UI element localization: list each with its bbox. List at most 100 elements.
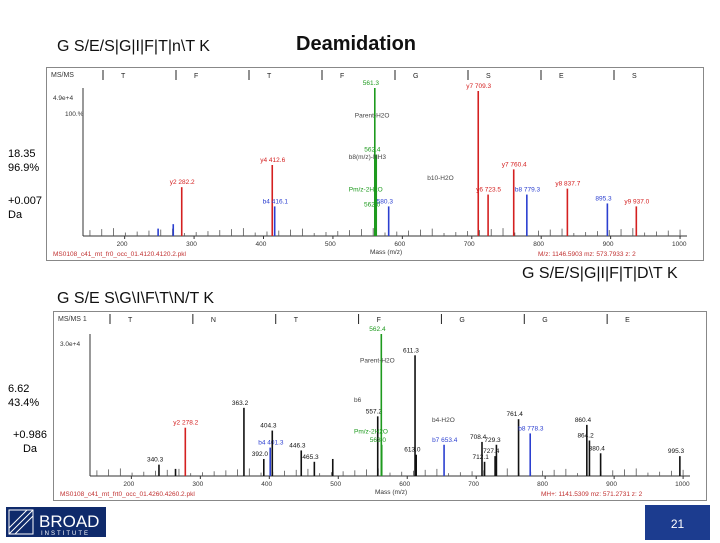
peak-label: 562.4 (364, 147, 381, 154)
logo-text: BROAD (39, 512, 99, 531)
header-residue-label: T (128, 317, 133, 324)
bottom-percent: 43.4% (8, 397, 40, 409)
x-tick-label: 300 (186, 241, 197, 248)
header-strip (54, 312, 706, 322)
filename-label: MS0108_c41_mt_frt0_occ_01.4260.4260.2.pk… (60, 491, 195, 498)
header-residue-label: F (340, 73, 344, 80)
header-residue-label: E (625, 317, 630, 324)
x-tick-label: 200 (123, 481, 134, 488)
peak-label: 995.3 (668, 448, 685, 455)
top-spectrum-panel: MS/MS T F T F G S E S 4.9e+4 100.% 200 300 400 500 600 7… (46, 67, 704, 261)
peak-label: 895.3 (595, 195, 612, 202)
peak-label: b4 416.1 (263, 198, 289, 205)
header-left-label: MS/MS (51, 72, 74, 79)
peak-label: 363.2 (232, 400, 249, 407)
header-residue-label: S (632, 73, 637, 80)
header-residue-label: F (377, 317, 381, 324)
peak-label: y2 278.2 (173, 420, 198, 427)
logo-subtext: INSTITUTE (41, 531, 90, 537)
peak-label: 729.3 (484, 437, 501, 444)
broad-logo-icon: BROAD INSTITUTE (8, 509, 99, 537)
header-residue-label: T (294, 317, 299, 324)
x-tick-label: 400 (256, 241, 267, 248)
x-tick-label: 600 (394, 241, 405, 248)
x-tick-label: 800 (533, 241, 544, 248)
header-residue-label: E (559, 73, 564, 80)
peak-label: 761.4 (507, 411, 524, 418)
peak-label: 580.3 (377, 198, 394, 205)
peak-label: y2 282.2 (170, 179, 195, 186)
intensity-percent-label: 100.% (65, 111, 84, 118)
top-unit: Da (8, 209, 23, 221)
peak-label: 880.4 (589, 445, 606, 452)
peak-label: 557.2 (366, 408, 383, 415)
peak-label: 708.4 (470, 434, 487, 441)
header-left-label: MS/MS 1 (58, 316, 87, 323)
top-stats: 18.35 96.9% (8, 147, 39, 175)
peak-label: y6 723.5 (476, 187, 501, 194)
slide-title: Deamidation (296, 33, 417, 55)
x-tick-label: 1000 (672, 241, 687, 248)
peak-label: b8 779.3 (515, 187, 541, 194)
peak-label: 562.4 (369, 326, 386, 333)
annotation-label: b6 (354, 397, 362, 404)
bottom-spectrum-chart: MS/MS 1 T N T F G G E 3.0e+4 200 300 400 500 600 700 80… (54, 312, 706, 498)
top-spectrum-chart: MS/MS T F T F G S E S 4.9e+4 100.% 200 300 400 500 600 7… (47, 68, 703, 258)
x-tick-label: 900 (606, 481, 617, 488)
header-residue-label: G (413, 73, 418, 80)
annotation-label: b10-H2O (427, 175, 453, 182)
top-score: 18.35 (8, 148, 36, 160)
peak-label: y7 760.4 (502, 161, 527, 168)
x-tick-label: 800 (537, 481, 548, 488)
header-residue-label: F (194, 73, 198, 80)
bottom-sequence-label-left: G S/E S\G\I\F\T\N/T K (57, 290, 215, 307)
peak-label: 727.4 (483, 448, 500, 455)
peak-label: 613.0 (404, 447, 421, 454)
peak-label: 465.3 (302, 454, 319, 461)
peak-label: 446.3 (289, 442, 306, 449)
bottom-sequence-label-right: G S/E/S|G|I|F|T|D\T K (522, 265, 678, 282)
x-tick-label: 1000 (675, 481, 690, 488)
x-axis-label: Mass (m/z) (375, 489, 407, 496)
peak-label: y8 837.7 (555, 181, 580, 188)
peak-label: y9 937.0 (624, 198, 649, 205)
header-residue-label: G (542, 317, 547, 324)
top-sequence-label: G S/E/S|G|I|F|T|n\T K (57, 38, 210, 55)
peak-label: b7 653.4 (432, 437, 458, 444)
x-tick-label: 700 (468, 481, 479, 488)
peak-label: b8 778.3 (518, 425, 544, 432)
intensity-label: 3.0e+4 (60, 341, 80, 348)
intensity-label: 4.9e+4 (53, 95, 73, 102)
peak-label: y4 412.6 (260, 157, 285, 164)
header-strip (47, 68, 703, 78)
x-tick-label: 700 (464, 241, 475, 248)
top-percent: 96.9% (8, 162, 40, 174)
broad-logo: BROAD INSTITUTE (6, 507, 106, 537)
peak-label: b4 401.3 (258, 440, 284, 447)
annotation-label: Pm/z-2H2O (349, 187, 383, 194)
bottom-spectrum-panel: MS/MS 1 T N T F G G E 3.0e+4 200 300 400 500 600 700 80… (53, 311, 707, 501)
peak-label: 562.0 (364, 201, 381, 208)
peak-label: 340.3 (147, 457, 164, 464)
x-tick-label: 200 (117, 241, 128, 248)
bottom-score: 6.62 (8, 383, 30, 395)
peak-label: 563.0 (370, 437, 387, 444)
peak-label: 712.1 (473, 454, 490, 461)
x-tick-label: 500 (325, 241, 336, 248)
peak-label: 561.3 (363, 80, 380, 87)
header-residue-label: S (486, 73, 491, 80)
x-tick-label: 400 (261, 481, 272, 488)
footer-bar (0, 503, 720, 540)
annotation-label: Parent-H2O (355, 113, 390, 120)
x-tick-label: 500 (330, 481, 341, 488)
header-residue-label: T (121, 73, 126, 80)
top-mass-error: +0.007 Da (8, 194, 42, 222)
x-tick-label: 600 (399, 481, 410, 488)
annotation-label: b4-H2O (432, 417, 455, 424)
filename-label: MS0108_c41_mt_fr0_occ_01.4120.4120.2.pkl (53, 251, 187, 258)
header-residue-label: T (267, 73, 272, 80)
x-axis-label: Mass (m/z) (370, 249, 402, 256)
peak-label: 864.2 (577, 433, 594, 440)
bottom-unit: Da (22, 443, 37, 455)
peak-label: y7 709.3 (466, 83, 491, 90)
